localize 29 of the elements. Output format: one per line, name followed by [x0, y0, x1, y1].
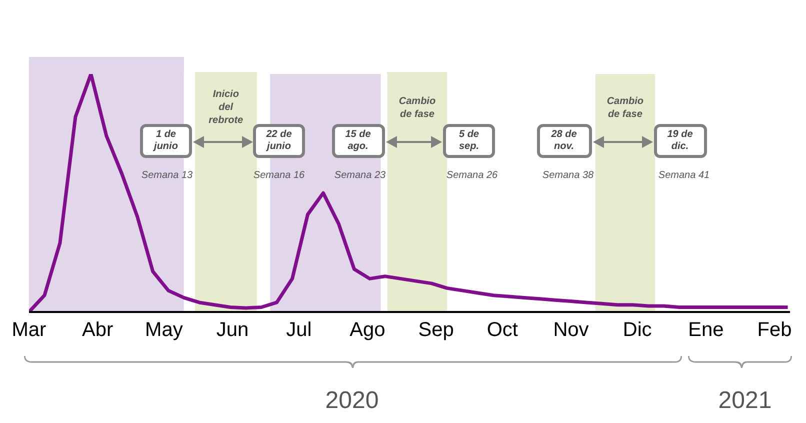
text: 2020	[325, 387, 379, 414]
x-tick-label: Nov	[553, 319, 589, 342]
annotation: 15 de ago.	[344, 129, 372, 153]
band-label: Cambio de fase	[398, 95, 437, 121]
x-tick-label: Ene	[688, 319, 724, 342]
annotation: Semana 16	[253, 170, 305, 181]
x-tick-label: Abr	[82, 319, 114, 342]
annotation: Semana 26	[446, 170, 498, 181]
annotation: Semana 13	[141, 170, 193, 181]
annotation: Semana 23	[334, 170, 386, 181]
x-tick-label: Oct	[486, 319, 518, 342]
annotation: 1 de junio	[152, 129, 179, 153]
x-tick-label: Mar	[12, 319, 47, 342]
x-tick-label: Jul	[286, 319, 312, 342]
band-label: Cambio de fase	[606, 95, 644, 121]
text: 2021	[718, 387, 772, 414]
x-tick-label: Feb	[757, 319, 792, 342]
x-tick-label: Dic	[622, 319, 652, 342]
x-tick-label: Jun	[216, 319, 249, 342]
x-tick-label: Sep	[418, 319, 454, 342]
annotation: 19 de dic.	[666, 129, 694, 153]
annotation: 5 de sep.	[458, 129, 480, 153]
annotation: 22 de junio	[265, 129, 293, 153]
annotation: Semana 41	[658, 170, 710, 181]
annotation: Semana 38	[542, 170, 594, 181]
band-label: Inicio del rebrote	[208, 88, 244, 127]
x-tick-label: May	[145, 319, 183, 342]
annotation: 28 de nov.	[550, 129, 578, 153]
x-tick-label: Ago	[350, 319, 386, 342]
